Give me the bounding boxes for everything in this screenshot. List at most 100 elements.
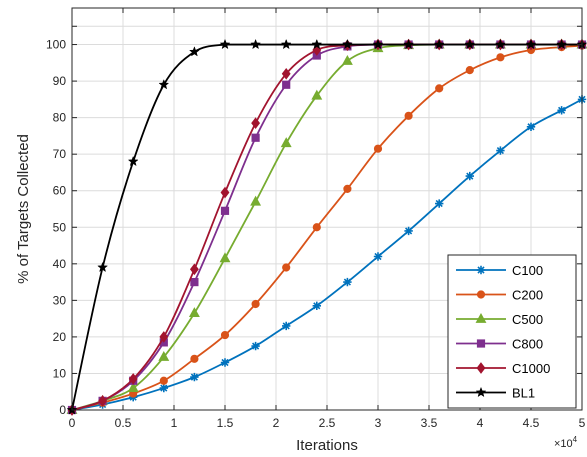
data-point-bl1 <box>97 261 109 273</box>
data-point-c500 <box>219 252 231 263</box>
legend-marker <box>475 386 487 398</box>
data-point-bl1 <box>311 38 323 50</box>
data-point-bl1 <box>127 155 139 167</box>
y-tick-label: 50 <box>53 220 67 234</box>
legend-label: C500 <box>512 312 543 327</box>
data-point-bl1 <box>188 46 200 57</box>
y-tick-label: 100 <box>46 38 66 52</box>
data-point-c100 <box>159 383 168 393</box>
legend: C100 C200 C500 C800 C1000 BL1 <box>447 254 577 409</box>
data-point-c200 <box>282 263 291 272</box>
y-tick-label: 80 <box>53 111 67 125</box>
data-point-c100 <box>312 301 321 311</box>
data-point-c100 <box>465 171 474 181</box>
data-point-c500 <box>158 350 170 361</box>
data-point-c200 <box>312 223 321 232</box>
data-point-c500 <box>311 89 323 100</box>
data-point-bl1 <box>250 38 262 50</box>
data-point-c100 <box>343 277 352 287</box>
legend-item-c500: C500 <box>456 312 543 327</box>
x-exponent-base: ×10 <box>554 438 573 450</box>
data-point-c1000 <box>281 67 291 80</box>
axis-ticks: 0 0.5 1 1.5 2 2.5 3 3.5 4 4.5 50102030405060708090… <box>46 8 586 430</box>
data-point-c200 <box>373 144 383 153</box>
data-point-c500 <box>127 382 139 392</box>
data-point-bl1 <box>525 38 537 50</box>
x-tick-label: 3.5 <box>421 416 438 430</box>
y-tick-label: 70 <box>53 147 67 161</box>
legend-item-c800: C800 <box>456 337 543 352</box>
data-point-bl1 <box>341 38 353 50</box>
legend-label: C200 <box>512 288 543 303</box>
x-tick-label: 4.5 <box>523 416 540 430</box>
data-point-c200 <box>404 111 413 120</box>
y-tick-label: 40 <box>53 257 67 271</box>
data-point-c500 <box>188 307 200 318</box>
data-point-c800 <box>190 277 199 287</box>
y-tick-label: 20 <box>53 330 67 344</box>
y-tick-label: 10 <box>53 366 67 380</box>
legend-item-c200: C200 <box>456 288 543 303</box>
data-point-c200 <box>190 354 199 363</box>
data-point-bl1 <box>372 38 384 50</box>
data-point-c500 <box>250 195 262 206</box>
x-tick-label: 2.5 <box>319 416 336 430</box>
data-point-c800 <box>220 206 230 215</box>
data-point-c100 <box>526 122 536 131</box>
data-point-c100 <box>190 372 199 382</box>
legend-box <box>447 254 577 409</box>
legend-item-c100: C100 <box>456 263 543 278</box>
data-point-c200 <box>343 184 352 193</box>
legend-label: C800 <box>512 337 543 352</box>
data-point-c500 <box>341 54 353 65</box>
legend-label: C1000 <box>512 361 550 376</box>
y-axis-label: % of Targets Collected <box>15 134 32 284</box>
data-point-c200 <box>159 376 168 385</box>
data-point-c200 <box>251 299 260 309</box>
data-point-c100 <box>557 106 566 115</box>
series-layer <box>66 38 587 416</box>
data-point-bl1 <box>280 38 292 50</box>
data-point-c1000 <box>159 331 169 343</box>
data-point-c100 <box>435 199 444 208</box>
data-point-c100 <box>251 341 260 351</box>
x-tick-label: 0.5 <box>115 416 132 430</box>
y-tick-label: 60 <box>53 184 67 198</box>
y-tick-label: 90 <box>53 74 67 88</box>
x-tick-label: 3 <box>375 416 382 430</box>
data-point-c200 <box>435 84 444 93</box>
data-point-bl1 <box>464 38 476 50</box>
data-point-bl1 <box>433 38 445 50</box>
data-point-c100 <box>496 146 505 155</box>
data-point-c200 <box>496 53 505 62</box>
data-point-c100 <box>282 321 291 331</box>
legend-item-c1000: C1000 <box>456 361 550 376</box>
x-exponent-power: 4 <box>573 435 578 444</box>
legend-marker <box>476 362 486 374</box>
data-point-c1000 <box>220 186 230 199</box>
data-point-bl1 <box>403 38 415 50</box>
data-point-c1000 <box>251 117 261 129</box>
data-point-bl1 <box>158 79 170 90</box>
legend-marker <box>476 290 486 299</box>
legend-label: BL1 <box>512 386 535 401</box>
data-point-c200 <box>465 66 474 75</box>
data-point-c1000 <box>128 373 138 385</box>
x-axis-exponent: ×104 <box>554 435 578 450</box>
data-point-c100 <box>220 358 230 367</box>
data-point-c1000 <box>189 263 199 276</box>
x-tick-label: 4 <box>477 416 484 430</box>
data-point-c100 <box>373 252 383 261</box>
x-tick-label: 0 <box>69 416 76 430</box>
data-point-c500 <box>280 137 292 148</box>
data-point-c100 <box>404 226 413 236</box>
x-tick-label: 2 <box>273 416 280 430</box>
legend-marker <box>475 312 487 323</box>
x-tick-label: 1.5 <box>217 416 234 430</box>
data-point-c200 <box>220 330 230 340</box>
data-point-bl1 <box>556 38 568 50</box>
y-tick-label: 30 <box>53 293 67 307</box>
y-tick-label: 0 <box>59 403 66 417</box>
data-point-bl1 <box>219 38 231 50</box>
